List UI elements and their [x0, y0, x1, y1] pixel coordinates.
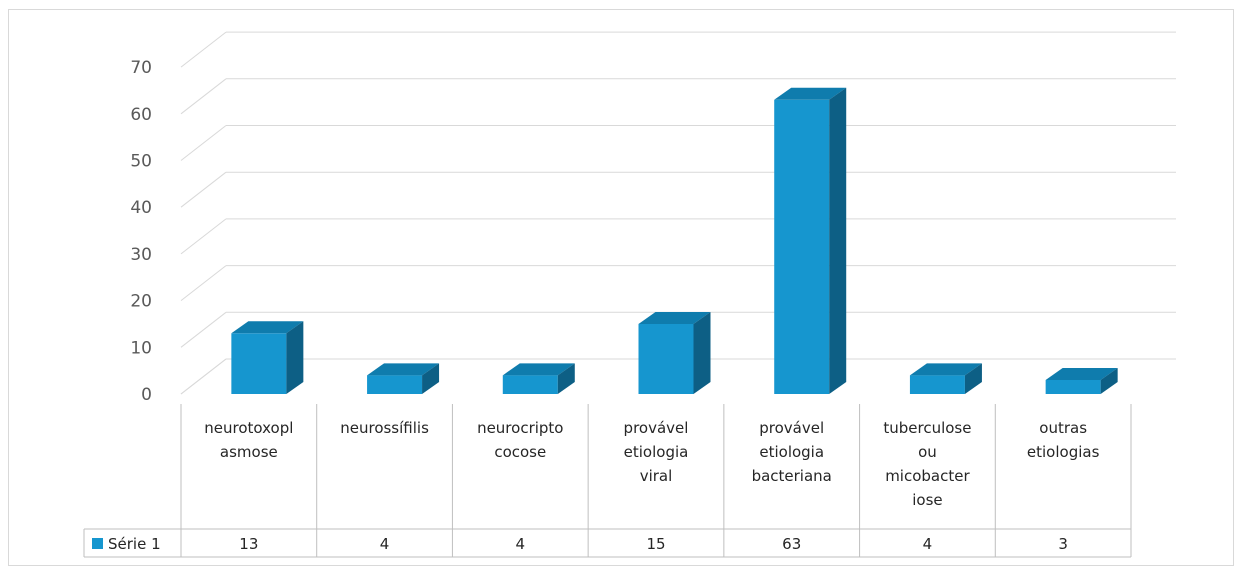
data-label: 13	[239, 535, 258, 553]
bar-front	[502, 375, 558, 394]
bar-top	[367, 363, 440, 376]
bar	[1045, 367, 1118, 394]
y-tick-label: 20	[130, 292, 152, 312]
grid-diagonal	[180, 78, 227, 115]
bar-top	[231, 321, 304, 334]
x-tick-label: tuberculose ou micobacter iose	[883, 419, 971, 509]
grid-diagonal	[180, 171, 227, 208]
grid	[180, 31, 1176, 395]
data-label: 63	[782, 535, 801, 553]
bar-side	[964, 363, 982, 394]
bar-front	[1045, 379, 1101, 394]
bar-side	[693, 311, 711, 394]
bar-top	[774, 87, 847, 100]
bar	[638, 311, 711, 394]
grid-diagonal	[180, 125, 227, 161]
bar	[774, 87, 847, 394]
bar-front	[909, 375, 965, 394]
y-tick-label: 60	[130, 105, 152, 125]
x-tick-label: provável etiologia bacteriana	[752, 419, 832, 485]
y-tick-label: 70	[130, 58, 152, 78]
y-tick-label: 0	[141, 385, 152, 405]
y-tick-label: 40	[130, 198, 152, 218]
bars	[231, 87, 1118, 394]
data-label: 4	[516, 535, 526, 553]
bar-top	[502, 363, 575, 376]
data-label: 3	[1058, 535, 1068, 553]
bar-front	[774, 99, 830, 394]
bar-chart: 0 10 20 30 40 50 60 70 neurotoxopl asmose neuross…	[83, 31, 1176, 558]
data-label: 15	[646, 535, 665, 553]
x-tick-label: neurocripto cocose	[477, 419, 563, 461]
grid-diagonal	[180, 265, 227, 301]
grid-diagonal	[180, 218, 227, 255]
x-tick-label: provável etiologia viral	[624, 419, 689, 485]
x-tick-label: neurotoxopl asmose	[204, 419, 293, 461]
bar-side	[557, 363, 575, 394]
data-label: 4	[923, 535, 933, 553]
grid-diagonal	[180, 31, 227, 68]
data-label: 4	[380, 535, 390, 553]
bar	[502, 363, 575, 394]
bar-top	[909, 363, 982, 376]
x-tick-label: neurossífilis	[340, 419, 429, 437]
legend-label: Série 1	[108, 535, 161, 553]
bar	[231, 321, 304, 394]
grid-diagonal	[180, 311, 227, 348]
data-table: neurotoxopl asmose neurossífilis neurocript…	[83, 404, 1132, 558]
bar-side	[1100, 367, 1118, 394]
bar-front	[367, 375, 423, 394]
bar	[367, 363, 440, 394]
bar-side	[829, 87, 847, 394]
y-tick-label: 10	[130, 338, 152, 358]
bar-side	[422, 363, 440, 394]
chart-frame: 0 10 20 30 40 50 60 70 neurotoxopl asmose neuross…	[8, 9, 1234, 566]
bar	[909, 363, 982, 394]
y-tick-label: 30	[130, 245, 152, 265]
bar-side	[286, 321, 304, 394]
y-axis: 0 10 20 30 40 50 60 70	[130, 58, 152, 405]
bar-top	[638, 311, 711, 324]
legend-swatch	[92, 538, 103, 549]
bar-front	[638, 323, 694, 394]
y-tick-label: 50	[130, 152, 152, 172]
bar-top	[1045, 367, 1118, 380]
x-tick-label: outras etiologias	[1027, 419, 1100, 461]
floor-edge	[180, 358, 227, 395]
bar-front	[231, 333, 287, 394]
